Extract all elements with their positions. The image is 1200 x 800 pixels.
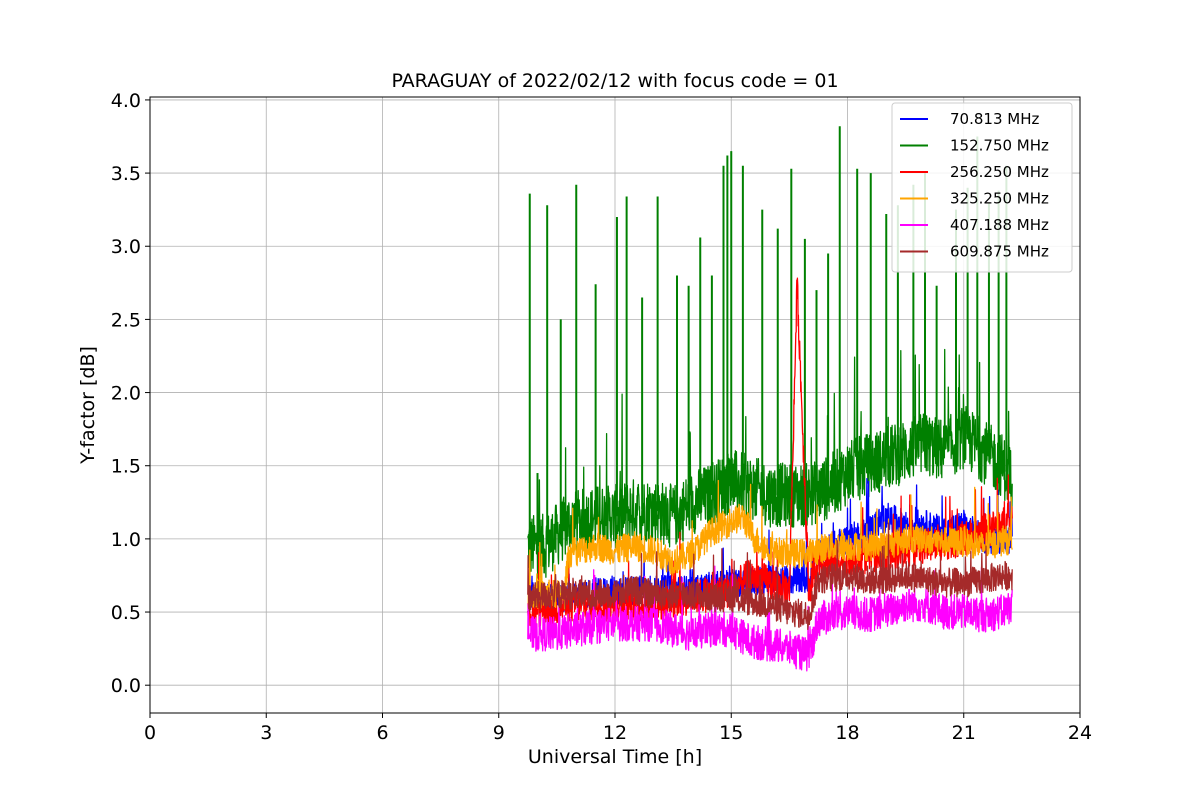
legend-box bbox=[891, 102, 1073, 273]
series-line bbox=[527, 565, 1013, 672]
x-tick-label: 24 bbox=[1068, 722, 1092, 744]
legend-label: 609.875 MHz bbox=[950, 243, 1049, 261]
x-tick-label: 12 bbox=[603, 722, 627, 744]
x-tick-label: 18 bbox=[835, 722, 859, 744]
y-tick-label: 3.5 bbox=[111, 163, 141, 185]
legend-label: 256.250 MHz bbox=[950, 163, 1049, 181]
legend-label: 152.750 MHz bbox=[950, 137, 1049, 155]
x-tick-label: 21 bbox=[952, 722, 976, 744]
legend: 70.813 MHz 152.750 MHz 256.250 MHz 325.250 … bbox=[891, 102, 1073, 273]
series-line bbox=[527, 522, 1013, 631]
y-tick-label: 1.0 bbox=[111, 529, 141, 551]
y-tick-label: 2.5 bbox=[111, 309, 141, 331]
legend-label: 70.813 MHz bbox=[950, 110, 1039, 128]
series-line bbox=[527, 479, 1013, 610]
x-axis: 0 3 6 9 12 15 18 21 24 bbox=[144, 713, 1092, 744]
y-tick-label: 0.5 bbox=[111, 602, 141, 624]
y-tick-label: 0.0 bbox=[111, 675, 141, 697]
y-tick-label: 1.5 bbox=[111, 456, 141, 478]
y-tick-label: 4.0 bbox=[111, 90, 141, 112]
y-tick-label: 3.0 bbox=[111, 236, 141, 258]
y-axis: 0.0 0.5 1.0 1.5 2.0 2.5 3.0 3.5 4.0 bbox=[111, 90, 150, 697]
x-tick-label: 15 bbox=[719, 722, 743, 744]
y-tick-label: 2.0 bbox=[111, 383, 141, 405]
x-axis-label: Universal Time [h] bbox=[528, 746, 702, 768]
x-tick-label: 0 bbox=[144, 722, 156, 744]
x-tick-label: 9 bbox=[493, 722, 505, 744]
series-layer bbox=[527, 126, 1013, 672]
series-line bbox=[527, 348, 1013, 579]
x-tick-label: 6 bbox=[376, 722, 388, 744]
y-axis-label: Y-factor [dB] bbox=[77, 346, 99, 465]
legend-label: 325.250 MHz bbox=[950, 190, 1049, 208]
legend-label: 407.188 MHz bbox=[950, 216, 1049, 234]
chart-title: PARAGUAY of 2022/02/12 with focus code =… bbox=[391, 70, 838, 92]
x-tick-label: 3 bbox=[260, 722, 272, 744]
